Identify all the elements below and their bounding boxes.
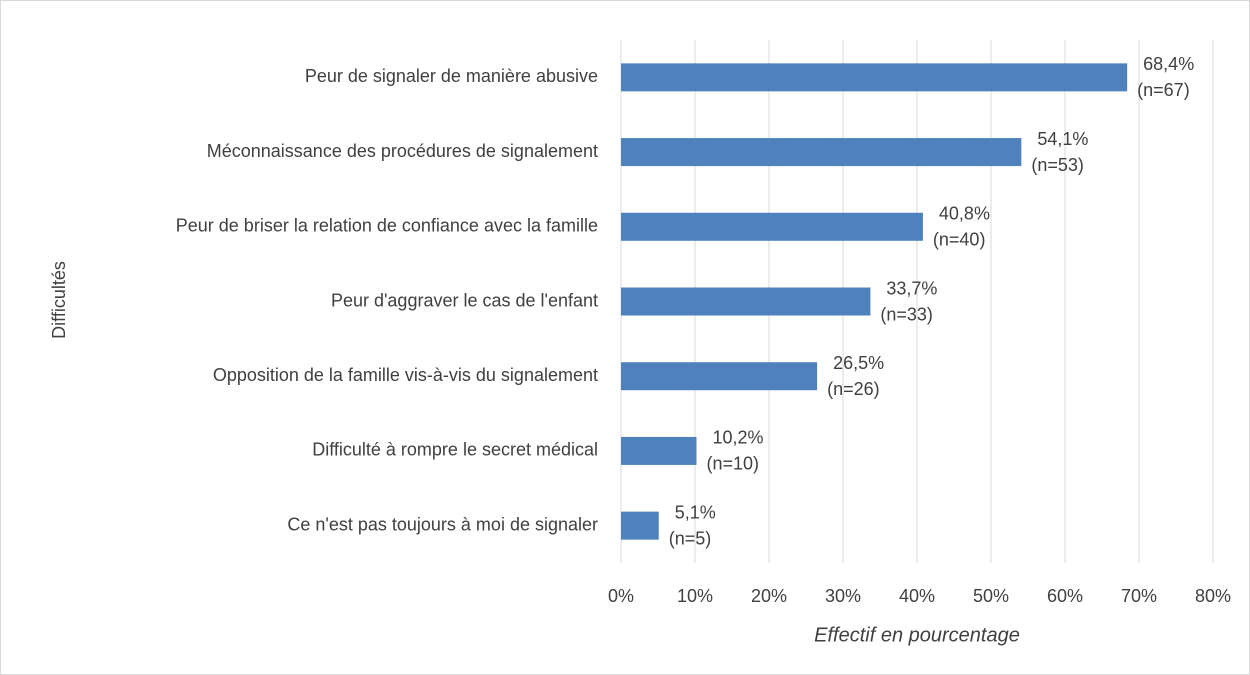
bar xyxy=(621,138,1022,167)
x-tick-label: 60% xyxy=(1047,586,1083,606)
value-label: 10,2% xyxy=(712,428,763,448)
bar xyxy=(621,436,697,465)
value-label: 26,5% xyxy=(833,353,884,373)
n-label: (n=33) xyxy=(880,304,933,324)
x-tick-label: 0% xyxy=(608,586,634,606)
x-tick-label: 80% xyxy=(1195,586,1231,606)
bar xyxy=(621,511,659,540)
value-label: 40,8% xyxy=(939,204,990,224)
value-label: 5,1% xyxy=(675,502,716,522)
n-label: (n=40) xyxy=(933,230,986,250)
n-label: (n=53) xyxy=(1031,155,1084,175)
x-tick-label: 30% xyxy=(825,586,861,606)
bar xyxy=(621,362,818,391)
n-label: (n=67) xyxy=(1137,80,1190,100)
y-axis-title: Difficultés xyxy=(49,261,69,339)
y-tick-label: Ce n'est pas toujours à moi de signaler xyxy=(287,514,598,534)
x-tick-label: 10% xyxy=(677,586,713,606)
value-label: 68,4% xyxy=(1143,54,1194,74)
value-label: 33,7% xyxy=(886,278,937,298)
n-label: (n=5) xyxy=(669,528,712,548)
y-tick-label: Peur de briser la relation de confiance … xyxy=(176,216,598,236)
bar xyxy=(621,212,923,241)
x-tick-label: 20% xyxy=(751,586,787,606)
bar xyxy=(621,63,1128,92)
y-tick-label: Peur d'aggraver le cas de l'enfant xyxy=(331,290,598,310)
bar xyxy=(621,287,871,316)
x-tick-label: 40% xyxy=(899,586,935,606)
y-tick-label: Méconnaissance des procédures de signale… xyxy=(207,141,598,161)
n-label: (n=10) xyxy=(706,454,759,474)
x-tick-label: 50% xyxy=(973,586,1009,606)
y-tick-label: Peur de signaler de manière abusive xyxy=(305,66,598,86)
n-label: (n=26) xyxy=(827,379,880,399)
y-tick-label: Opposition de la famille vis-à-vis du si… xyxy=(213,365,598,385)
x-tick-label: 70% xyxy=(1121,586,1157,606)
x-axis-title: Effectif en pourcentage xyxy=(814,624,1020,646)
value-label: 54,1% xyxy=(1037,129,1088,149)
y-tick-label: Difficulté à rompre le secret médical xyxy=(312,440,598,460)
